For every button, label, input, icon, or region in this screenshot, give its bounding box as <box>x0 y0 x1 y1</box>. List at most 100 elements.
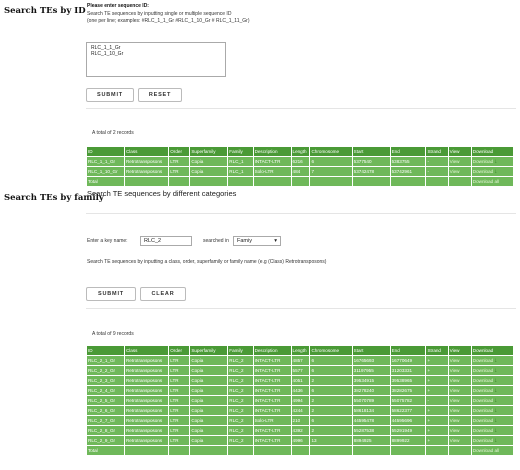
table-row: RLC_2_5_Gr Retrotransposons LTR Copia RLC_2 I… <box>86 395 515 406</box>
cell-description: Solo-LTR <box>252 415 292 426</box>
column-header-chromosome: Chromosome <box>309 146 353 157</box>
family-submit-button[interactable]: SUBMIT <box>86 287 136 301</box>
cell-family: RLC_1 <box>227 156 254 167</box>
view-link[interactable]: View <box>447 355 472 366</box>
cell-end: 55291949 <box>389 425 427 436</box>
family-clear-button[interactable]: CLEAR <box>140 287 186 301</box>
cell-length: 210 <box>290 415 311 426</box>
cell-start: 38278240 <box>351 385 391 396</box>
view-link[interactable]: View <box>447 395 472 406</box>
cell-order: LTR <box>168 355 191 366</box>
cell-description: INTACT-LTR <box>252 375 292 386</box>
cell-id: RLC_2_9_Gr <box>86 435 125 446</box>
column-header-end: End <box>389 146 427 157</box>
view-link[interactable]: View <box>447 166 472 177</box>
id-reset-button[interactable]: RESET <box>138 88 182 102</box>
cell-end: 53742961 <box>389 166 427 177</box>
empty-cell <box>351 176 391 187</box>
cell-length: 4051 <box>290 375 311 386</box>
download-label: Download <box>472 387 494 393</box>
cell-id: RLC_2_3_Gr <box>86 375 125 386</box>
empty-cell <box>447 445 472 456</box>
cell-length: 484 <box>290 166 311 177</box>
download-arrow-icon: ↓ <box>494 437 498 444</box>
cell-chromosome: 6 <box>309 355 353 366</box>
view-link[interactable]: View <box>447 365 472 376</box>
download-label: Download <box>472 397 494 403</box>
download-arrow-icon: ↓ <box>494 417 498 424</box>
cell-order: LTR <box>168 156 191 167</box>
id-submit-button[interactable]: SUBMIT <box>86 88 134 102</box>
cell-class: Retrotransposons <box>123 385 170 396</box>
download-link[interactable]: Download↓ <box>470 405 515 416</box>
category-select[interactable]: Famiy ▾ <box>233 236 281 246</box>
cell-order: LTR <box>168 405 191 416</box>
column-header-view: View <box>447 345 472 356</box>
cell-order: LTR <box>168 415 191 426</box>
download-link[interactable]: Download↓ <box>470 355 515 366</box>
download-arrow-icon: ↓ <box>494 407 498 414</box>
sequence-id-textarea[interactable] <box>86 42 226 77</box>
download-link[interactable]: Download↓ <box>470 435 515 446</box>
cell-end: 58622377 <box>389 405 427 416</box>
download-link[interactable]: Download↓ <box>470 425 515 436</box>
category-select-value: Famiy <box>237 238 252 244</box>
cell-start: 8894925 <box>351 435 391 446</box>
cell-id: RLC_2_7_Gr <box>86 415 125 426</box>
cell-superfamily: Copia <box>189 166 229 177</box>
table-row: RLC_1_10_Gr Retrotransposons LTR Copia RLC_1… <box>86 166 515 177</box>
empty-cell <box>290 445 311 456</box>
family-records-count: A total of 9 records <box>92 331 134 337</box>
cell-order: LTR <box>168 166 191 177</box>
id-records-count: A total of 2 records <box>92 130 134 136</box>
cell-start: 55070789 <box>351 395 391 406</box>
view-link[interactable]: View <box>447 156 472 167</box>
view-link[interactable]: View <box>447 415 472 426</box>
download-link[interactable]: Download↓ <box>470 385 515 396</box>
view-link[interactable]: View <box>447 405 472 416</box>
empty-cell <box>309 176 353 187</box>
cell-start: 39534915 <box>351 375 391 386</box>
family-help-text: Search TE sequences by inputting a class… <box>87 259 327 265</box>
cell-class: Retrotransposons <box>123 355 170 366</box>
download-all-link[interactable]: Download all <box>470 176 515 187</box>
download-link[interactable]: Download↓ <box>470 415 515 426</box>
column-header-strand: Strand <box>425 146 449 157</box>
download-link[interactable]: Download↓ <box>470 365 515 376</box>
download-all-link[interactable]: Download all <box>470 445 515 456</box>
cell-chromosome: 13 <box>309 435 353 446</box>
view-link[interactable]: View <box>447 425 472 436</box>
cell-strand: + <box>425 415 449 426</box>
cell-class: Retrotransposons <box>123 415 170 426</box>
download-link[interactable]: Download↓ <box>470 166 515 177</box>
key-name-input[interactable]: RLC_2 <box>140 236 192 246</box>
view-link[interactable]: View <box>447 435 472 446</box>
cell-family: RLC_2 <box>227 355 254 366</box>
empty-cell <box>168 176 191 187</box>
cell-superfamily: Copia <box>189 425 229 436</box>
cell-description: INTACT-LTR <box>252 365 292 376</box>
cell-description: INTACT-LTR <box>252 385 292 396</box>
key-name-label: Enter a key name: <box>87 238 128 244</box>
cell-end: 31203331 <box>389 365 427 376</box>
cell-strand: - <box>425 166 449 177</box>
download-link[interactable]: Download↓ <box>470 395 515 406</box>
cell-start: 16765693 <box>351 355 391 366</box>
cell-superfamily: Copia <box>189 156 229 167</box>
cell-start: 58618134 <box>351 405 391 416</box>
cell-superfamily: Copia <box>189 375 229 386</box>
column-header-start: Start <box>351 146 391 157</box>
table-header-row: ID Class Order Superfamily Family Description… <box>86 146 515 157</box>
cell-id: RLC_2_4_Gr <box>86 385 125 396</box>
view-link[interactable]: View <box>447 385 472 396</box>
cell-length: 4857 <box>290 355 311 366</box>
total-label: Total <box>86 176 125 187</box>
column-header-class: Class <box>123 345 170 356</box>
cell-length: 4244 <box>290 405 311 416</box>
download-link[interactable]: Download↓ <box>470 156 515 167</box>
download-link[interactable]: Download↓ <box>470 375 515 386</box>
download-label: Download <box>472 377 494 383</box>
column-header-view: View <box>447 146 472 157</box>
view-link[interactable]: View <box>447 375 472 386</box>
cell-description: INTACT-LTR <box>252 395 292 406</box>
